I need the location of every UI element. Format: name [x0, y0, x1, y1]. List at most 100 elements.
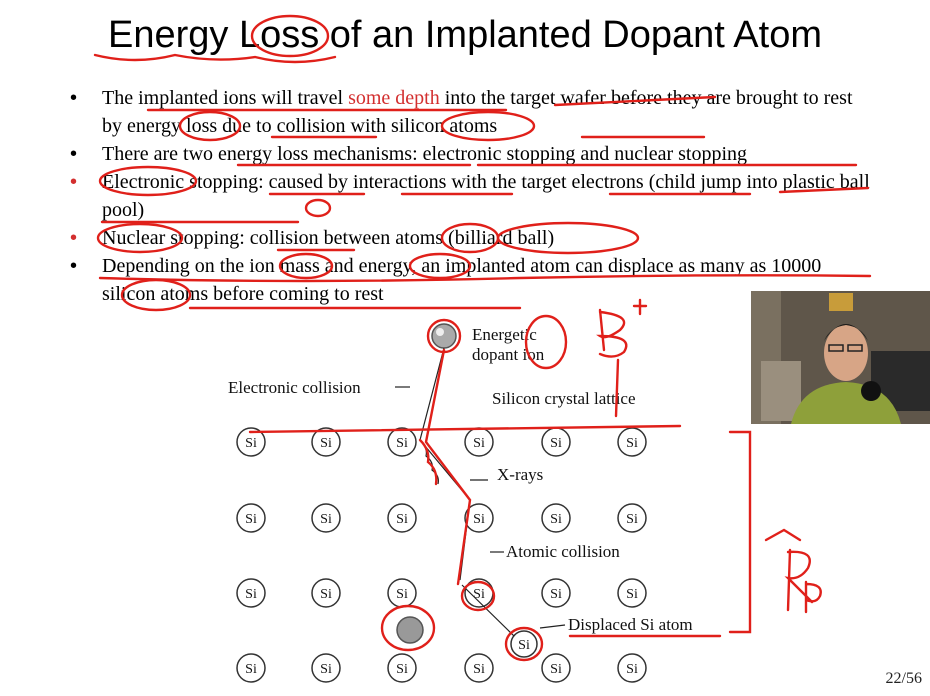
ink-collision-circle [460, 580, 496, 612]
si-atom-label: Si [550, 512, 562, 527]
ink-stopped-circle [380, 604, 436, 652]
si-atom: Si [311, 503, 341, 533]
si-atom: Si [464, 653, 494, 683]
si-atom: Si [541, 653, 571, 683]
si-atom-circle [236, 427, 266, 457]
si-atom: Si [236, 427, 266, 457]
ink-circle-energy [408, 252, 472, 280]
si-atom-label: Si [245, 662, 257, 677]
si-atom-circle [464, 653, 494, 683]
si-atom-circle [236, 578, 266, 608]
si-atom-label: Si [550, 587, 562, 602]
si-atom: Si [617, 503, 647, 533]
si-atom-label: Si [550, 662, 562, 677]
dopant-ion-highlight [436, 328, 444, 336]
label-silicon-lattice: Silicon crystal lattice [492, 389, 636, 408]
si-atom-label: Si [473, 587, 485, 602]
ink-circle-atoms [440, 222, 500, 254]
si-atom-circle [541, 578, 571, 608]
ink-caret [764, 528, 802, 542]
si-atom-label: Si [626, 436, 638, 451]
si-atom: Si [617, 578, 647, 608]
si-atom-circle [236, 503, 266, 533]
ink-annotations [93, 14, 872, 662]
si-atom: Si [387, 503, 417, 533]
highlight-some-depth: some depth [348, 87, 440, 109]
si-atom-label: Si [626, 587, 638, 602]
ink-circle-10000 [120, 278, 192, 312]
si-atom-circle [311, 427, 341, 457]
bullet-list: The implanted ions will travel some dept… [70, 84, 870, 308]
si-atom-label: Si [473, 436, 485, 451]
si-atom-label: Si [396, 512, 408, 527]
si-atom-label: Si [320, 512, 332, 527]
bullet-travel-depth: The implanted ions will travel some dept… [70, 84, 870, 140]
si-atom: Si [617, 653, 647, 683]
si-atom: Si [311, 427, 341, 457]
si-atom-circle [311, 578, 341, 608]
si-atom: Si [236, 503, 266, 533]
si-atom-circle [387, 653, 417, 683]
si-atom-circle [387, 427, 417, 457]
si-atom-circle [541, 503, 571, 533]
ink-circle-nuclear [96, 222, 184, 254]
ink-circle-collision [440, 110, 536, 142]
bullet-electronic-stopping: Electronic stopping: caused by interacti… [70, 168, 870, 224]
stopped-ion [396, 616, 424, 644]
ink-underline-4 [268, 186, 870, 196]
si-atom: Si [617, 427, 647, 457]
label-xrays: X-rays [497, 465, 543, 484]
ink-r [784, 548, 814, 612]
bullet-mechanisms: There are two energy loss mechanisms: el… [70, 140, 870, 168]
si-atom-circle [311, 653, 341, 683]
si-atom-label: Si [626, 512, 638, 527]
page-number: 22/56 [885, 670, 922, 687]
si-atom-label: Si [320, 436, 332, 451]
ink-down-arrow [614, 358, 620, 418]
si-atom: Si [541, 427, 571, 457]
si-atom: Si [464, 503, 494, 533]
ink-circle-ion-label [524, 314, 568, 370]
ink-circle-rest [178, 110, 242, 142]
silicon-lattice: Si Si Si Si Si Si Si Si Si Si Si Si Si Si Si Si Si Si Si Si… [236, 427, 647, 683]
si-atom: Si [236, 653, 266, 683]
ink-circle-ion-mass [278, 252, 334, 280]
si-atom-label: Si [626, 662, 638, 677]
si-atom: Si [311, 653, 341, 683]
ink-surface-line [248, 424, 682, 434]
si-atom: Si [541, 503, 571, 533]
ink-circle-loss [250, 14, 330, 58]
si-atom-label: Si [396, 662, 408, 677]
si-atom-circle [387, 503, 417, 533]
ink-displaced-circle [504, 626, 544, 662]
presenter-webcam [751, 291, 930, 424]
si-atom-label: Si [320, 662, 332, 677]
label-energetic: Energetic [472, 325, 537, 344]
ink-circle-electronic [98, 165, 198, 197]
si-atom-circle [541, 653, 571, 683]
si-atom: Si [387, 578, 417, 608]
presenter-video-frame [751, 291, 930, 424]
si-atom-label: Si [473, 662, 485, 677]
si-atom-label: Si [320, 587, 332, 602]
leader-displaced [539, 624, 566, 629]
ink-plus [632, 298, 648, 316]
si-atom: Si [541, 578, 571, 608]
ink-range-bracket [728, 430, 752, 634]
si-atom-label: Si [396, 587, 408, 602]
si-atom: Si [464, 427, 494, 457]
si-atom-circle [617, 653, 647, 683]
si-atom-circle [311, 503, 341, 533]
displaced-si-atom [510, 630, 538, 658]
si-atom-label: Si [396, 436, 408, 451]
si-atom-label: Si [245, 512, 257, 527]
ink-b-stem [598, 308, 606, 352]
si-atom: Si [311, 578, 341, 608]
label-atomic-collision: Atomic collision [506, 542, 620, 561]
label-electronic-collision: Electronic collision [228, 378, 361, 397]
slide-title: Energy Loss of an Implanted Dopant Atom [108, 14, 822, 56]
si-atom: Si [387, 427, 417, 457]
si-atom: Si [236, 578, 266, 608]
si-atom-label: Si [473, 512, 485, 527]
si-atom-label: Si [550, 436, 562, 451]
